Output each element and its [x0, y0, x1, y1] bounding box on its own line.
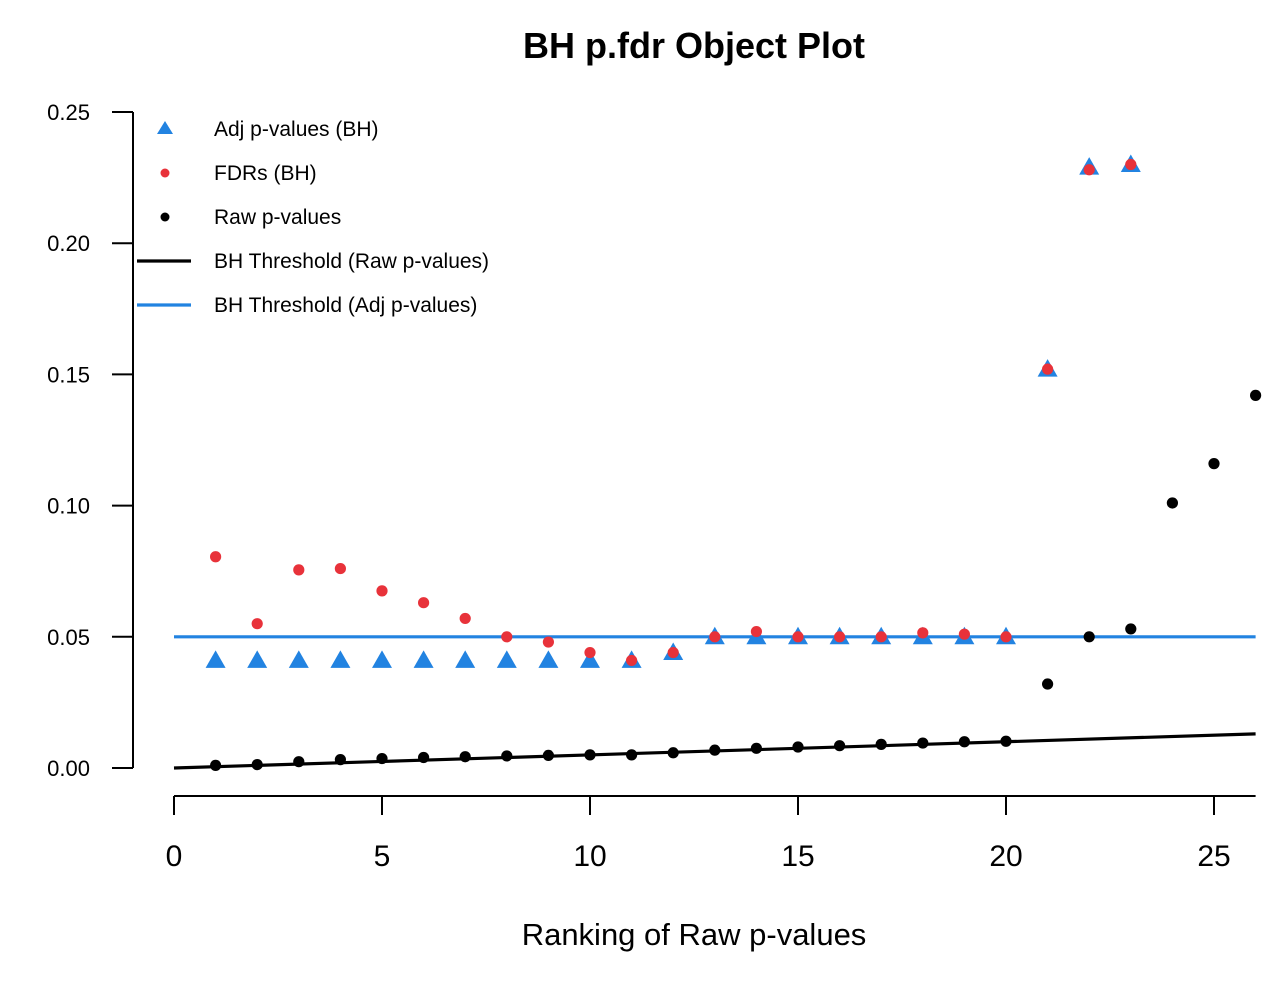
raw-pvalue-point — [1208, 458, 1220, 470]
fdr-point — [1042, 363, 1054, 375]
legend-label: BH Threshold (Raw p-values) — [214, 250, 489, 273]
fdr-point — [1000, 631, 1012, 643]
x-tick-label: 25 — [1197, 840, 1230, 873]
legend-dot-icon — [160, 212, 170, 222]
raw-pvalue-point — [1042, 678, 1054, 690]
raw-pvalue-point — [709, 744, 721, 756]
legend-dot-icon — [160, 168, 170, 178]
raw-pvalue-point — [376, 752, 388, 765]
adj-pvalue-point — [288, 650, 309, 668]
legend-triangle-icon — [157, 121, 173, 134]
raw-pvalue-point — [210, 759, 222, 771]
adj-pvalue-point — [580, 650, 600, 668]
raw-pvalue-point — [584, 749, 596, 761]
raw-pvalue-point — [501, 750, 513, 762]
fdr-point — [210, 551, 222, 563]
fdr-point — [917, 627, 929, 639]
legend-label: Adj p-values (BH) — [214, 118, 379, 141]
y-tick-label: 0.25 — [47, 100, 90, 125]
fdr-point — [834, 631, 846, 643]
x-tick-label: 0 — [166, 840, 183, 873]
raw-pvalue-point — [1250, 389, 1262, 401]
x-tick-label: 20 — [989, 840, 1022, 873]
fdr-point — [501, 631, 513, 643]
y-tick-label: 0.00 — [47, 756, 90, 781]
raw-pvalue-point — [1083, 631, 1095, 643]
y-axis: 0.00 0.05 0.10 0.15 0.20 0.25 — [47, 100, 134, 781]
y-tick-label: 0.20 — [47, 231, 90, 256]
x-tick-label: 10 — [573, 840, 606, 873]
fdr-point — [750, 625, 763, 638]
adj-pvalue-point — [496, 650, 517, 668]
legend-label: Raw p-values — [214, 206, 341, 229]
legend-item: FDRs (BH) — [160, 162, 317, 185]
x-axis: 0 5 10 15 20 25 — [166, 795, 1256, 873]
fdr-point — [584, 646, 596, 659]
legend-item: BH Threshold (Adj p-values) — [137, 294, 477, 317]
fdr-point — [376, 585, 388, 597]
fdr-point — [334, 562, 346, 575]
fdr-point — [667, 646, 679, 659]
fdr-point — [251, 618, 263, 630]
raw-pvalue-point — [875, 738, 887, 750]
adj-pvalue-point — [413, 650, 434, 668]
y-tick-label: 0.05 — [47, 625, 90, 650]
y-tick-label: 0.15 — [47, 362, 90, 387]
fdr-point — [459, 612, 471, 625]
raw-pvalue-point — [750, 742, 763, 754]
fdr-point — [875, 631, 887, 643]
legend-item: Raw p-values — [160, 206, 341, 229]
legend-item: BH Threshold (Raw p-values) — [137, 250, 489, 273]
legend: Adj p-values (BH) FDRs (BH) Raw p-values BH… — [137, 118, 489, 317]
chart-title: BH p.fdr Object Plot — [523, 25, 865, 66]
fdr-point — [1083, 164, 1095, 176]
raw-pvalue-point — [792, 741, 804, 753]
raw-pvalue-point — [542, 749, 555, 762]
raw-pvalue-point — [626, 749, 638, 761]
raw-pvalue-point — [418, 751, 430, 764]
fdr-point — [709, 631, 721, 643]
x-tick-label: 15 — [781, 840, 814, 873]
fdr-point — [626, 654, 638, 667]
fdr-point — [418, 597, 430, 609]
fdr-point — [958, 628, 971, 640]
raw-pvalue-point — [958, 736, 971, 748]
raw-pvalue-point — [917, 737, 929, 749]
adj-pvalue-point — [538, 650, 559, 668]
raw-pvalue-point — [1000, 735, 1012, 747]
x-axis-label: Ranking of Raw p-values — [522, 917, 867, 952]
raw-pvalue-point — [459, 751, 471, 763]
adj-pvalue-point — [247, 650, 268, 668]
raw-pvalue-point — [251, 758, 263, 771]
legend-label: BH Threshold (Adj p-values) — [214, 294, 477, 317]
fdr-point — [293, 564, 305, 576]
plot-area — [173, 154, 1262, 771]
raw-pvalue-point — [1125, 623, 1137, 635]
x-tick-label: 5 — [374, 840, 391, 873]
raw-pvalue-point — [293, 756, 305, 768]
adj-pvalue-point — [455, 650, 476, 668]
fdr-point — [792, 631, 804, 643]
legend-item: Adj p-values (BH) — [157, 118, 379, 141]
y-tick-label: 0.10 — [47, 494, 90, 519]
raw-pvalue-point — [667, 747, 679, 759]
fdr-point — [542, 636, 555, 648]
raw-pvalue-point — [1166, 497, 1178, 509]
adj-pvalue-point — [372, 650, 392, 668]
adj-pvalue-point — [205, 650, 226, 668]
raw-pvalue-point — [334, 754, 346, 766]
fdr-point — [1125, 158, 1137, 171]
markers — [205, 154, 1262, 771]
raw-pvalue-point — [834, 740, 846, 752]
legend-label: FDRs (BH) — [214, 162, 317, 185]
adj-pvalue-point — [330, 650, 351, 668]
